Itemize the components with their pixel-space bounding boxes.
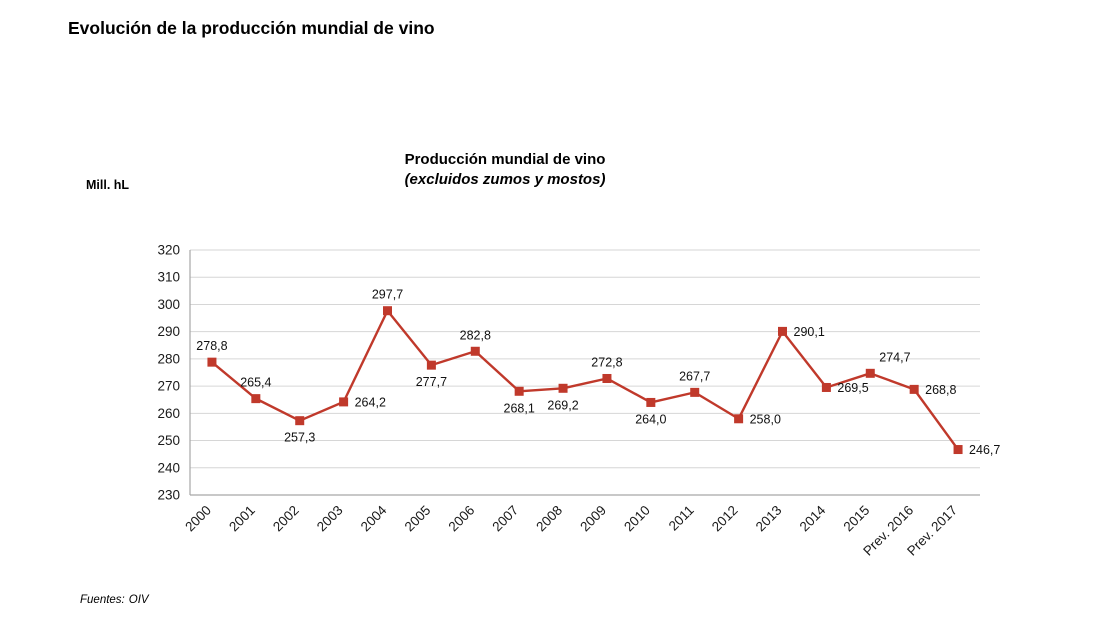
data-point-marker <box>514 386 524 396</box>
x-axis-tick-label: 2004 <box>358 502 390 534</box>
page-title: Evolución de la producción mundial de vi… <box>68 18 435 38</box>
data-point-label: 268,8 <box>925 383 956 397</box>
y-axis-tick-label: 230 <box>157 488 180 503</box>
data-point-marker <box>690 387 700 397</box>
x-axis-tick-label: 2005 <box>402 503 434 535</box>
x-axis-tick-label: 2002 <box>270 503 302 535</box>
wine-production-line-chart: 230 240 250 260 270 280 290 300 310 320 2000 2001 20… <box>157 243 1000 559</box>
chart-subtitle: (excluidos zumos y mostos) <box>404 171 606 189</box>
data-point-label: 277,7 <box>416 375 447 389</box>
data-point-label: 265,4 <box>240 376 271 390</box>
series-line <box>211 309 960 451</box>
data-point-marker <box>295 416 305 426</box>
data-point-label: 258,0 <box>750 412 781 426</box>
data-point-label: 268,1 <box>504 401 535 415</box>
data-point-label: 257,3 <box>284 431 315 445</box>
x-axis-tick-label: 2003 <box>314 503 346 535</box>
y-axis-tick-label: 280 <box>157 351 180 366</box>
data-point-marker <box>426 360 436 370</box>
data-point-marker <box>251 394 261 404</box>
data-point-marker <box>821 382 831 392</box>
x-axis-tick-label: 2013 <box>753 503 785 535</box>
x-axis-tick-label: 2008 <box>533 503 565 535</box>
data-point-label: 267,7 <box>679 369 710 383</box>
data-point-marker <box>909 384 919 394</box>
chart-title-block: Producción mundial de vino (excluidos zu… <box>200 150 810 191</box>
y-axis-tick-label: 260 <box>157 406 180 421</box>
sources-note: Fuentes: OIV <box>80 594 149 606</box>
data-point-label: 290,1 <box>794 325 825 339</box>
data-point-marker <box>207 357 217 367</box>
data-point-marker <box>646 397 656 407</box>
sources-value: OIV <box>128 594 149 606</box>
data-point-marker <box>470 346 480 356</box>
y-axis-unit-label: Mill. hL <box>86 178 130 192</box>
y-axis-tick-label: 300 <box>157 297 180 312</box>
x-axis-tick-label: 2012 <box>709 503 741 535</box>
data-point-label: 269,5 <box>837 381 868 395</box>
y-axis-tick-label: 310 <box>157 270 180 285</box>
data-point-label: 264,2 <box>355 395 386 409</box>
x-axis-tick-label: 2009 <box>577 503 609 535</box>
y-axis-tick-label: 250 <box>157 433 180 448</box>
y-axis-tick-label: 290 <box>157 324 180 339</box>
x-axis-tick-label: 2010 <box>621 503 653 535</box>
x-axis-tick-label: 2007 <box>489 503 521 535</box>
data-point-marker <box>734 414 744 424</box>
sources-label: Fuentes: <box>80 594 125 606</box>
data-point-label: 264,0 <box>635 412 666 426</box>
data-point-marker <box>339 397 349 407</box>
data-point-label: 297,7 <box>372 288 403 302</box>
x-axis-tick-label: 2014 <box>797 502 829 534</box>
data-point-marker <box>865 368 875 378</box>
y-axis-tick-label: 240 <box>157 460 180 475</box>
x-axis-tick-label: 2015 <box>841 503 873 535</box>
data-point-marker <box>602 373 612 383</box>
x-axis-tick-label: 2011 <box>666 503 697 534</box>
chart-title: Producción mundial de vino <box>404 151 606 168</box>
data-point-label: 274,7 <box>879 350 910 364</box>
y-axis-tick-label: 270 <box>157 379 180 394</box>
x-axis-tick-label: 2001 <box>226 503 258 535</box>
data-point-marker <box>558 383 568 393</box>
data-point-label: 282,8 <box>460 328 491 342</box>
data-point-marker <box>953 445 963 455</box>
data-point-marker <box>383 306 392 316</box>
data-point-label: 246,7 <box>969 443 1000 457</box>
data-point-marker <box>778 326 787 336</box>
data-point-label: 272,8 <box>591 355 622 369</box>
data-point-label: 278,8 <box>196 339 227 353</box>
x-axis-tick-label: 2000 <box>182 503 214 535</box>
x-axis-tick-label: 2006 <box>446 503 478 535</box>
y-axis-tick-label: 320 <box>157 243 180 258</box>
data-point-label: 269,2 <box>547 398 578 412</box>
